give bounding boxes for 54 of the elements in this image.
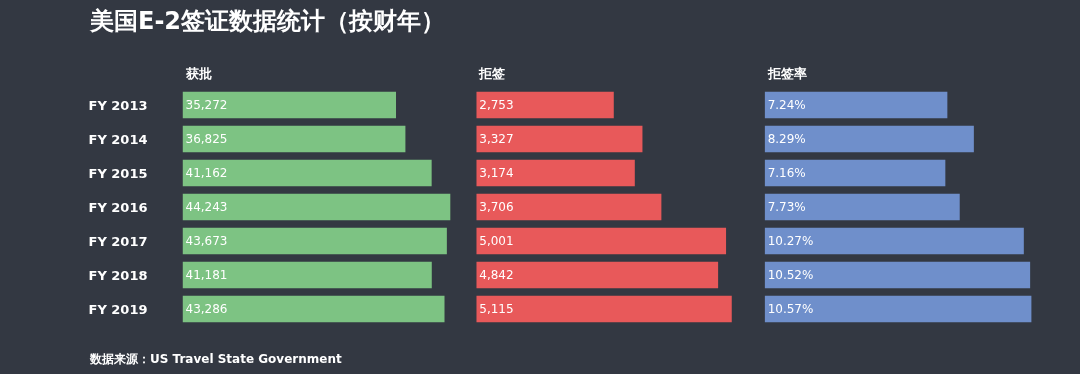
data-label: 3,174 <box>479 166 514 180</box>
data-label: 4,842 <box>479 268 514 282</box>
bar <box>764 125 974 153</box>
chart-title: 获批 <box>185 66 212 81</box>
data-label: 43,286 <box>185 302 228 316</box>
bar <box>476 159 635 187</box>
bar <box>476 295 732 323</box>
y-tick-label: FY 2015 <box>88 165 148 181</box>
bar <box>476 227 727 255</box>
data-label: 41,181 <box>185 268 228 282</box>
source-note: 数据来源：US Travel State Government <box>89 352 342 366</box>
y-tick-label: FY 2014 <box>88 131 148 147</box>
bar <box>182 261 432 289</box>
bar <box>764 261 1031 289</box>
bar <box>476 91 614 119</box>
bar <box>764 159 946 187</box>
data-label: 7.24% <box>767 98 806 112</box>
data-label: 43,673 <box>185 234 228 248</box>
bar <box>182 193 451 221</box>
chart-title: 拒签 <box>478 66 505 81</box>
data-label: 44,243 <box>185 200 228 214</box>
data-label: 10.57% <box>767 302 814 316</box>
data-label: 5,115 <box>479 302 514 316</box>
bar <box>764 91 948 119</box>
bar <box>476 261 719 289</box>
bar <box>182 91 397 119</box>
data-label: 10.52% <box>767 268 814 282</box>
data-label: 3,706 <box>479 200 514 214</box>
bar <box>476 193 662 221</box>
data-label: 10.27% <box>767 234 814 248</box>
y-tick-label: FY 2019 <box>88 301 148 317</box>
y-tick-label: FY 2018 <box>88 267 148 283</box>
bar <box>182 125 406 153</box>
bar <box>182 159 432 187</box>
y-tick-label: FY 2013 <box>88 97 148 113</box>
data-label: 35,272 <box>185 98 228 112</box>
data-label: 41,162 <box>185 166 228 180</box>
text: 美国E-2签证数据统计（按财年） <box>89 7 446 35</box>
y-tick-label: FY 2017 <box>88 233 148 249</box>
data-label: 8.29% <box>767 132 806 146</box>
chart-title: 拒签率 <box>767 66 807 81</box>
bar <box>476 125 643 153</box>
bar <box>182 227 447 255</box>
data-label: 7.73% <box>767 200 806 214</box>
data-label: 5,001 <box>479 234 514 248</box>
bar <box>182 295 445 323</box>
data-label: 2,753 <box>479 98 514 112</box>
bar <box>764 193 960 221</box>
data-label: 36,825 <box>185 132 228 146</box>
bar <box>764 295 1032 323</box>
data-label: 7.16% <box>767 166 806 180</box>
y-tick-label: FY 2016 <box>88 199 148 215</box>
bar <box>764 227 1024 255</box>
data-label: 3,327 <box>479 132 514 146</box>
